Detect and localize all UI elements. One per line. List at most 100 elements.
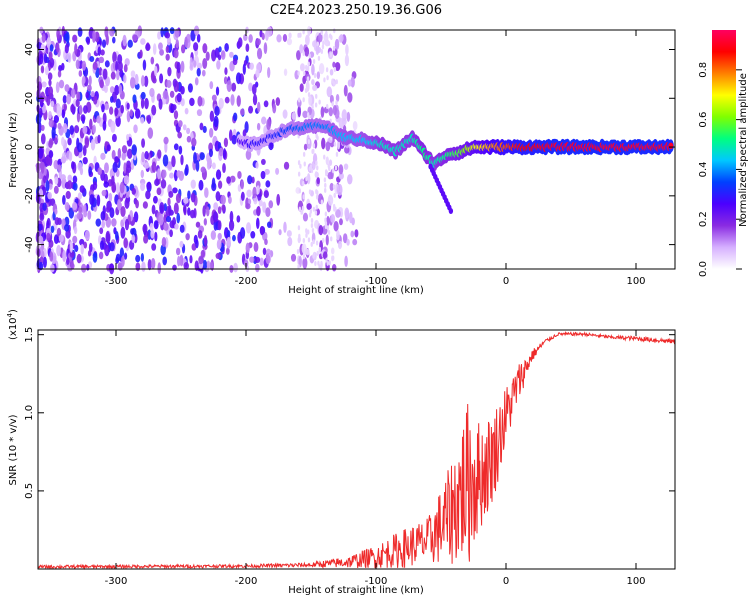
noise-cell [111,149,116,160]
noise-cell [57,164,62,173]
noise-cell [90,91,95,98]
x-tick-label: -100 [365,576,388,587]
noise-cell [50,225,55,233]
noise-cell [343,84,348,97]
noise-cell [64,84,70,92]
noise-cell [245,242,250,254]
noise-cell [143,234,149,244]
noise-cell [316,165,319,171]
noise-cell [242,63,246,75]
noise-cell [69,125,75,135]
noise-cell [344,207,350,219]
noise-cell [316,71,321,80]
noise-cell [320,49,324,55]
snr-y-label: SNR (10 * v/v) [8,414,19,485]
noise-cell [88,75,92,86]
noise-cell [310,223,314,229]
noise-cell [172,104,177,111]
y-tick-label: -20 [24,188,35,204]
noise-cell [162,256,168,266]
noise-cell [79,104,83,116]
noise-cell [333,66,337,72]
noise-cell [121,255,125,267]
noise-cell [147,259,152,271]
noise-cell [169,90,175,98]
noise-cell [39,95,44,106]
noise-cell [69,240,73,253]
noise-cell [307,92,311,98]
noise-cell [95,218,102,227]
noise-cell [36,41,41,50]
noise-cell [50,100,55,108]
noise-cell [227,230,231,238]
noise-cell [61,62,65,71]
noise-cell [142,59,147,71]
noise-cell [310,217,314,223]
noise-cell [131,187,136,195]
noise-cell [150,258,156,270]
noise-cell [302,212,309,222]
noise-cell [108,192,113,202]
noise-cell [97,134,101,144]
noise-cell [76,91,81,101]
noise-cell [166,36,172,46]
noise-cell [123,162,127,174]
noise-cell [334,165,338,171]
noise-cell [70,88,76,99]
noise-cell [125,134,130,141]
colorbar-tick-label: 0.4 [698,161,709,177]
noise-cell [251,176,255,184]
noise-cell [141,138,146,148]
y-tick-label: 20 [24,92,35,105]
noise-cell [152,43,157,56]
noise-cell [282,109,288,119]
noise-cell [109,106,114,115]
noise-cell [208,148,213,158]
noise-cell [156,168,161,180]
noise-cell [86,128,91,135]
noise-cell [121,152,126,161]
noise-cell [141,261,146,272]
noise-cell [226,80,232,92]
noise-cell [123,252,128,260]
noise-cell [58,79,65,89]
noise-cell [332,168,335,174]
noise-cell [231,82,237,92]
noise-cell [115,98,121,109]
noise-cell [42,256,47,269]
noise-cell [135,262,141,271]
noise-cell [245,203,251,210]
noise-cell [81,75,86,85]
noise-cell [48,79,52,87]
noise-cell [168,191,174,198]
noise-cell [272,103,277,114]
noise-cell [109,241,115,252]
noise-cell [305,228,308,234]
noise-cell [47,72,53,81]
noise-cell [335,209,341,218]
noise-cell [315,160,318,166]
noise-cell [69,250,75,258]
noise-cell [144,97,149,110]
signal-cell [448,207,454,214]
noise-cell [347,79,352,87]
noise-cell [307,237,311,243]
noise-cell [39,256,44,264]
noise-cell [180,60,185,73]
noise-cell [118,84,123,95]
noise-cell [88,166,92,176]
noise-cell [60,174,66,181]
spectrogram-y-axis: -40 -20 0 20 40 [24,43,675,253]
noise-cell [140,75,145,87]
noise-cell [37,223,43,232]
snr-panel: -300 -200 -100 0 100 0.5 1.0 1.5 Height of str… [6,309,676,596]
y-tick-label: 0 [24,144,35,150]
noise-cell [180,85,185,95]
noise-cell [196,33,201,43]
noise-cell [320,30,324,36]
noise-cell [331,101,334,107]
noise-cell [290,253,297,262]
noise-cell [64,202,70,211]
noise-cell [302,75,307,85]
noise-cell [268,140,274,151]
